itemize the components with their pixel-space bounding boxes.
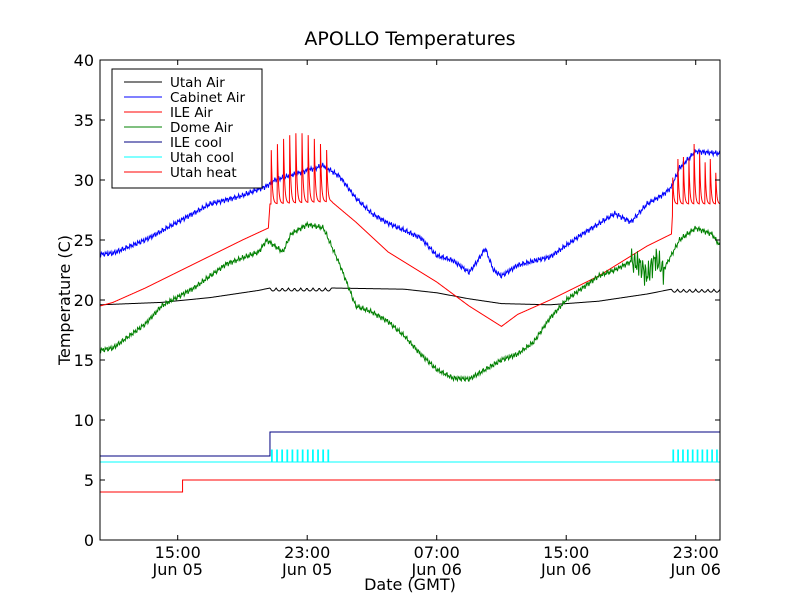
x-tick-label-date: Jun 06 — [540, 560, 591, 579]
chart-title: APOLLO Temperatures — [304, 28, 515, 50]
x-tick-label-date: Jun 06 — [669, 560, 720, 579]
series-layer — [99, 133, 721, 493]
x-tick-label-date: Jun 05 — [151, 560, 202, 579]
y-tick-label: 40 — [74, 51, 94, 70]
y-tick-label: 35 — [74, 111, 94, 130]
y-tick-label: 25 — [74, 231, 94, 250]
legend-label: Utah cool — [170, 150, 234, 166]
legend-label: Utah heat — [170, 165, 237, 181]
legend-label: ILE cool — [170, 135, 222, 151]
legend-box — [111, 68, 263, 189]
series-line-ile-air — [99, 133, 721, 328]
legend-label: ILE Air — [170, 105, 213, 121]
legend-label: Dome Air — [170, 120, 233, 136]
series-line-utah-cool — [100, 449, 720, 463]
y-tick-label: 30 — [74, 171, 94, 190]
x-tick-label-time: 07:00 — [414, 543, 460, 562]
x-tick-label-date: Jun 06 — [410, 560, 461, 579]
series-line-utah-heat — [100, 479, 720, 493]
y-tick-label: 20 — [74, 291, 94, 310]
series-line-ile-cool — [100, 431, 720, 457]
y-tick-label: 0 — [84, 531, 94, 550]
legend-label: Cabinet Air — [170, 90, 245, 106]
legend-label: Utah Air — [170, 75, 225, 91]
y-tick-label: 5 — [84, 471, 94, 490]
y-tick-label: 15 — [74, 351, 94, 370]
x-tick-label-date: Jun 05 — [281, 560, 332, 579]
y-tick-label: 10 — [74, 411, 94, 430]
y-axis-label: Temperature (C) — [55, 235, 74, 366]
series-line-dome-air — [99, 220, 721, 383]
x-axis-label: Date (GMT) — [364, 575, 456, 594]
series-line-utah-air — [99, 287, 721, 306]
series-line-cabinet-air — [99, 147, 721, 279]
x-tick-label-time: 23:00 — [284, 543, 330, 562]
x-tick-label-time: 15:00 — [155, 543, 201, 562]
y-axis: 0 5 10 15 20 25 30 35 40 — [74, 51, 720, 550]
x-tick-label-time: 15:00 — [543, 543, 589, 562]
x-tick-label-time: 23:00 — [673, 543, 719, 562]
